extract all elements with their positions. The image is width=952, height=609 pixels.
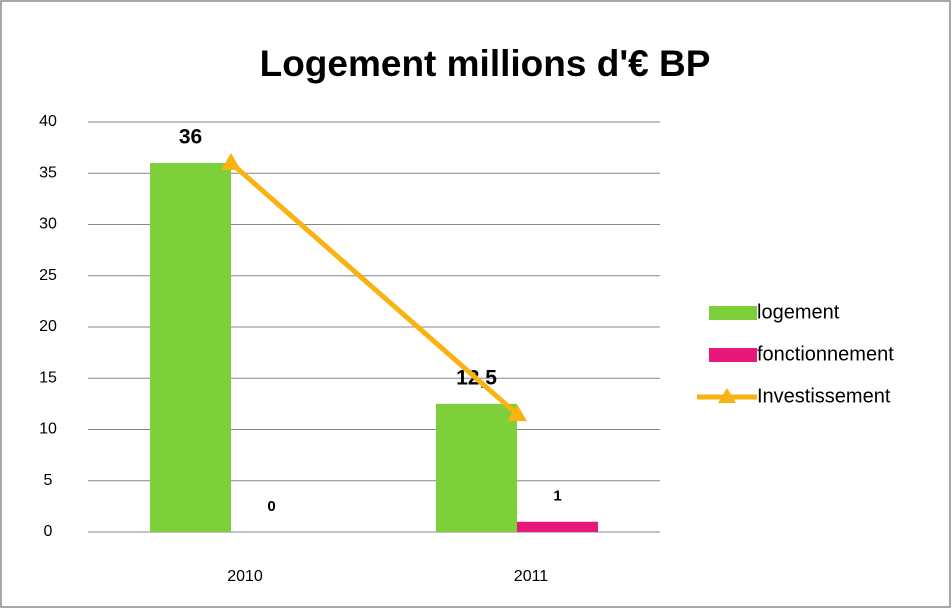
x-tick-label: 2011 xyxy=(514,568,549,585)
y-tick-label: 25 xyxy=(39,267,57,284)
legend-swatch xyxy=(709,348,757,362)
marker xyxy=(507,404,527,422)
bar xyxy=(517,521,598,532)
legend-label: fonctionnement xyxy=(757,343,894,365)
y-tick-label: 5 xyxy=(44,472,53,489)
data-label: 1 xyxy=(553,488,561,505)
marker xyxy=(221,153,241,170)
y-tick-label: 20 xyxy=(39,318,57,335)
chart-title: Logement millions d'€ BP xyxy=(260,43,711,84)
bar xyxy=(436,403,517,532)
data-label: 0 xyxy=(267,498,275,515)
legend-label: logement xyxy=(757,301,840,323)
legend-marker xyxy=(718,388,736,403)
y-tick-label: 10 xyxy=(39,421,57,438)
y-tick-label: 35 xyxy=(39,164,57,181)
legend-label: Investissement xyxy=(757,385,891,407)
y-tick-label: 30 xyxy=(39,216,57,233)
line xyxy=(229,161,519,417)
y-tick-label: 0 xyxy=(44,523,53,540)
x-tick-label: 2010 xyxy=(227,568,263,585)
bar xyxy=(150,163,231,532)
legend-swatch xyxy=(709,306,757,320)
y-tick-label: 15 xyxy=(39,369,57,386)
data-label: 36 xyxy=(179,126,202,149)
y-tick-label: 40 xyxy=(39,113,57,130)
